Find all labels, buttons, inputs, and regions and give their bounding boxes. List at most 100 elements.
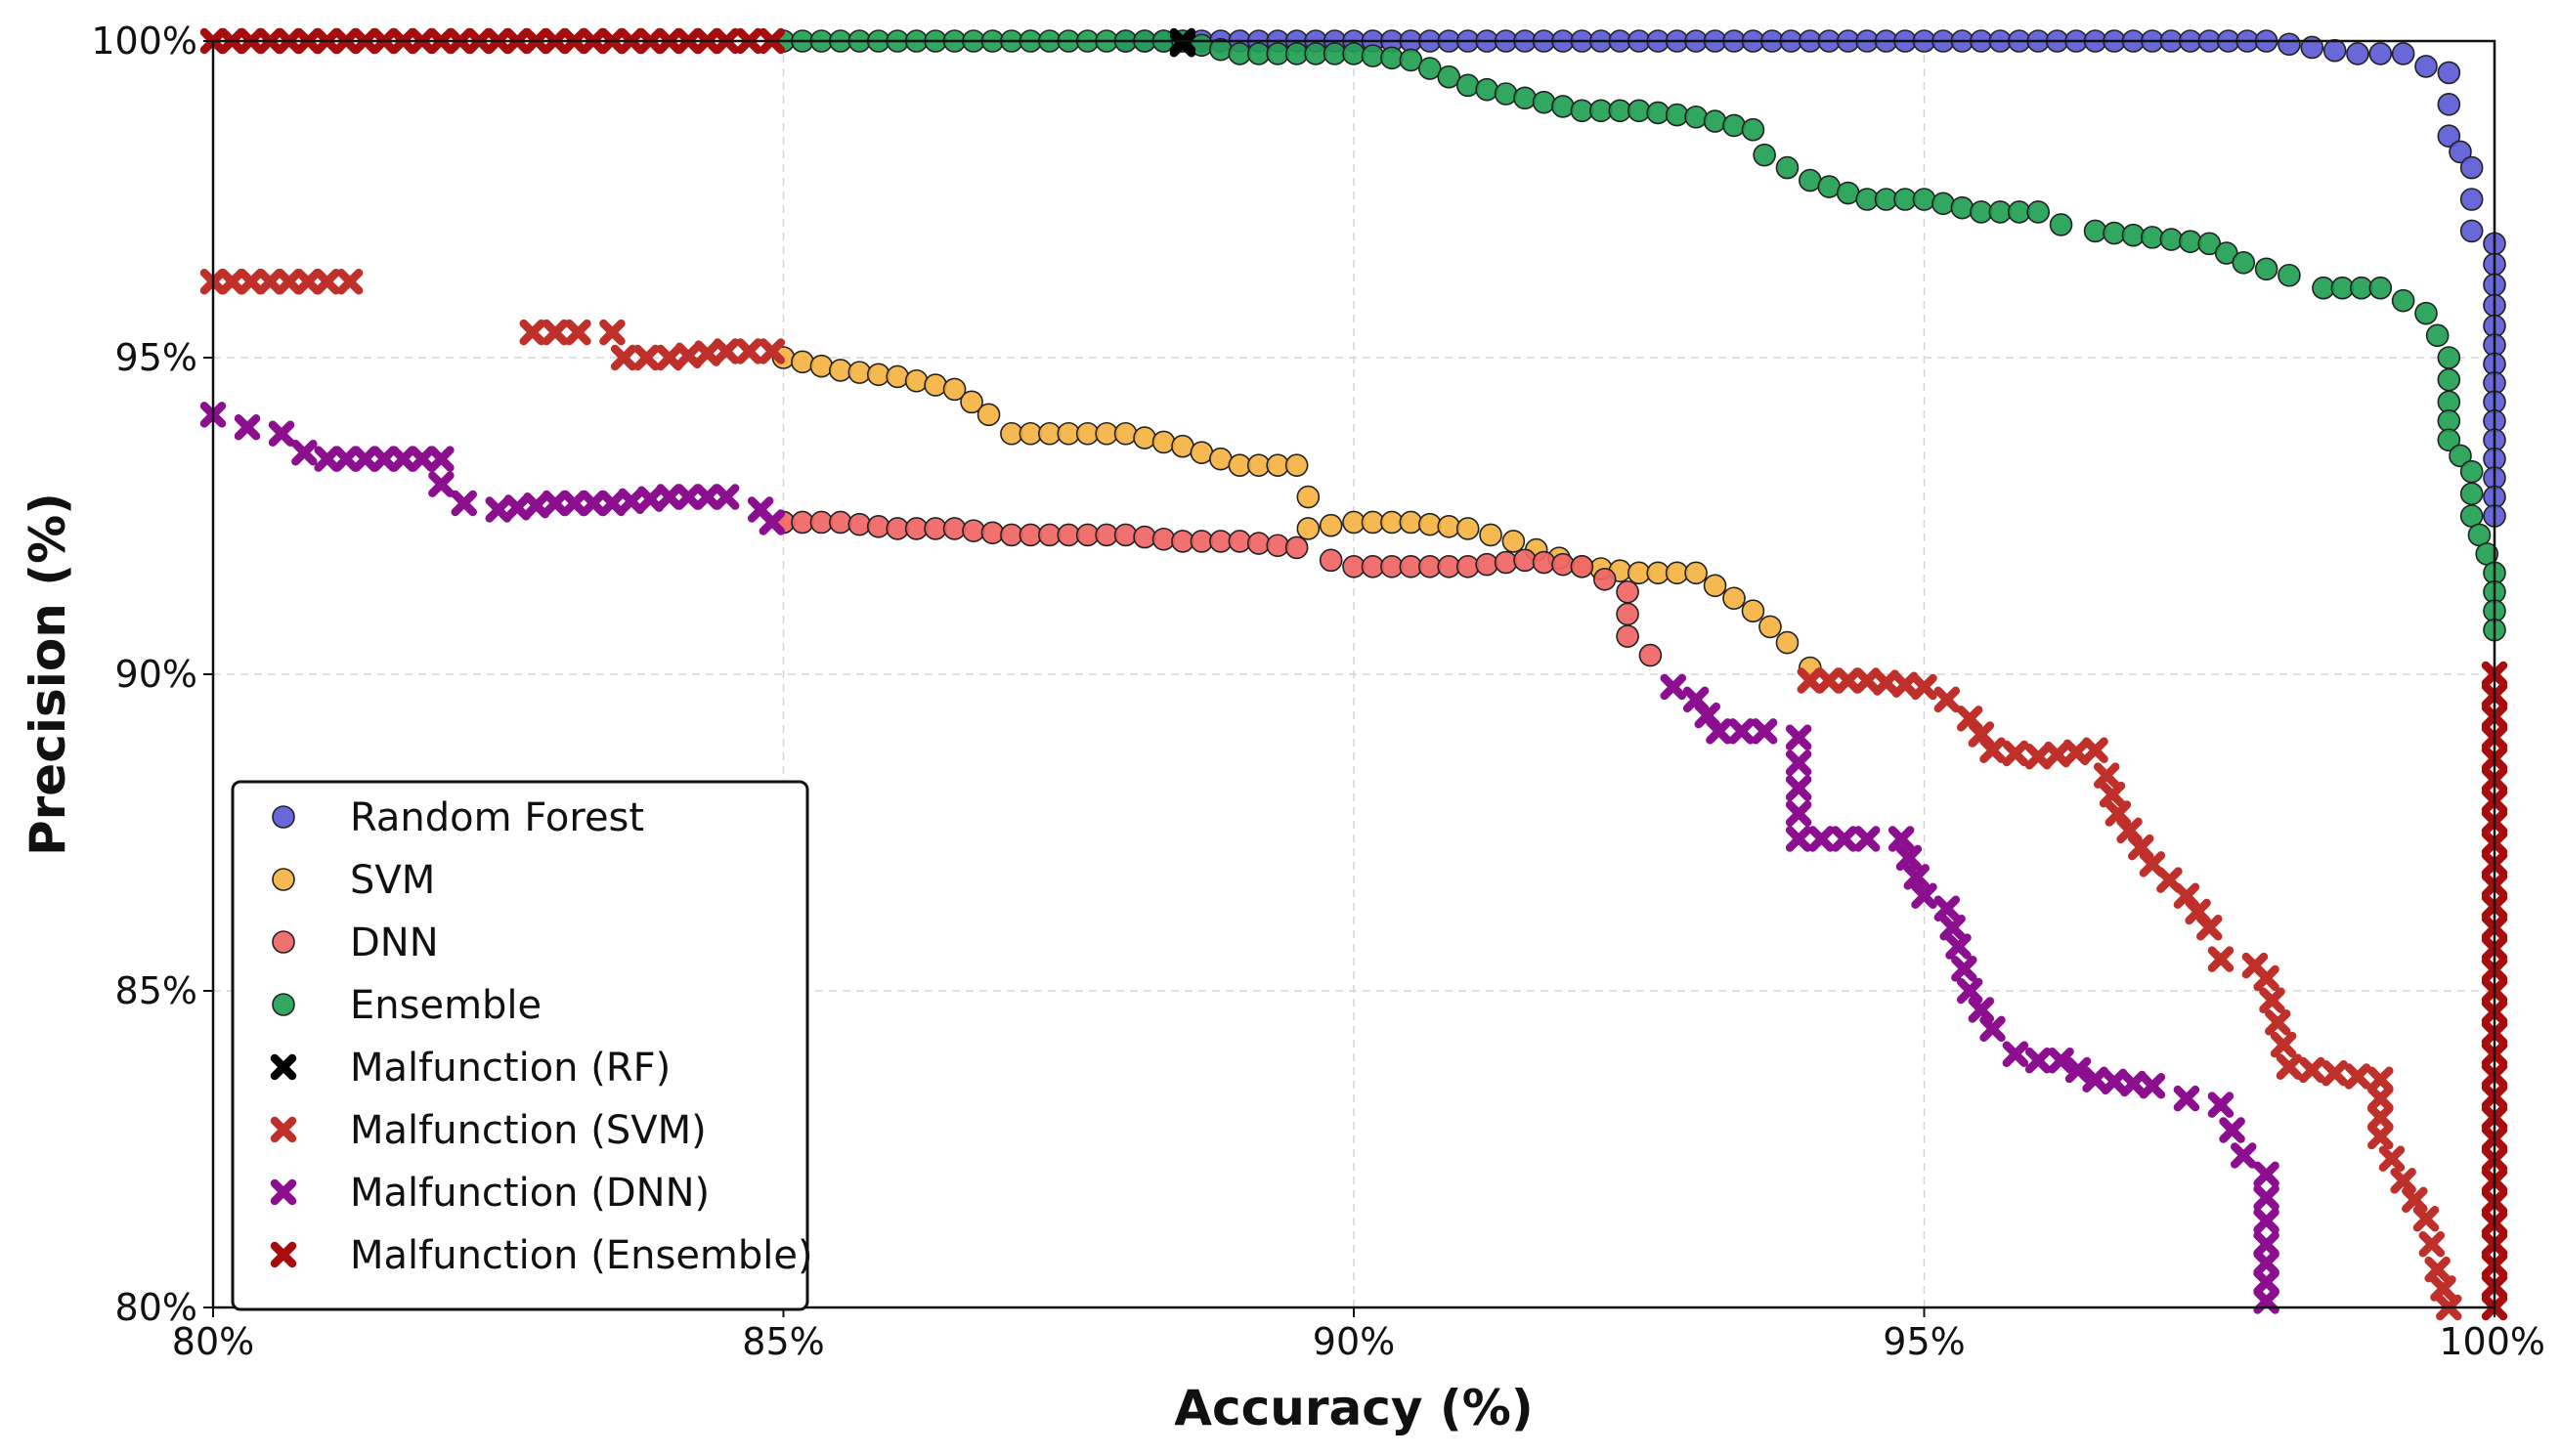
data-point [1532, 90, 1556, 114]
data-point [1722, 113, 1746, 138]
data-point [2253, 1208, 2279, 1234]
x-tick-label: 95% [1883, 1320, 1965, 1363]
data-point [1284, 453, 1309, 477]
data-point [2024, 743, 2052, 770]
data-point [1169, 30, 1196, 58]
data-point [1501, 530, 1526, 553]
data-point [713, 484, 740, 510]
data-point [2425, 323, 2450, 348]
data-point [1246, 532, 1271, 555]
data-point [1228, 530, 1252, 553]
data-point [1616, 602, 1639, 626]
data-point [962, 519, 985, 542]
data-point [2259, 987, 2285, 1013]
data-point [580, 490, 607, 517]
legend-box [231, 780, 809, 1311]
data-point [924, 373, 947, 397]
data-point [1895, 844, 1923, 872]
data-point [1741, 599, 1765, 623]
data-point [2253, 1184, 2279, 1211]
data-point [2430, 1275, 2456, 1302]
y-axis-title: Precision (%) [20, 492, 76, 856]
data-point [1638, 643, 1663, 667]
data-point [960, 390, 983, 414]
data-point [1887, 826, 1915, 852]
data-point [759, 338, 786, 364]
data-point [2253, 1230, 2279, 1258]
data-point [2437, 428, 2461, 452]
data-point [1646, 101, 1670, 125]
data-point [2120, 1070, 2147, 1097]
data-point [2253, 1268, 2279, 1296]
data-point [370, 446, 398, 472]
data-point [1831, 826, 1858, 852]
data-point [1551, 95, 1575, 118]
data-point [2270, 1031, 2297, 1058]
data-point [1296, 517, 1321, 540]
data-point [1979, 1015, 2006, 1043]
data-point [1684, 561, 1708, 585]
legend-marker [272, 868, 295, 891]
data-point [352, 446, 378, 472]
data-point [2231, 1142, 2257, 1169]
data-point [1912, 188, 1936, 211]
data-point [942, 377, 967, 402]
data-point [2368, 276, 2393, 300]
data-point [2459, 188, 2484, 211]
data-point [1684, 105, 1708, 129]
data-point [1968, 997, 1995, 1023]
data-point [1853, 826, 1881, 852]
data-point [2049, 213, 2073, 236]
data-point [1785, 724, 1812, 751]
data-point [428, 471, 455, 497]
data-point [656, 484, 683, 510]
legend-item: DNN [272, 921, 439, 965]
legend-label: SVM [350, 858, 435, 903]
data-point [694, 484, 720, 510]
legend-marker [270, 1116, 297, 1143]
data-point [1785, 749, 1812, 776]
data-point [2368, 42, 2393, 65]
data-point [1319, 548, 1343, 573]
data-point [736, 338, 762, 364]
data-point [675, 342, 702, 369]
legend-item: Malfunction (RF) [270, 1046, 671, 1091]
data-point [904, 368, 929, 393]
data-point [1455, 517, 1480, 540]
series-6 [199, 402, 2279, 1314]
data-point [2459, 219, 2484, 243]
data-point [2026, 200, 2050, 224]
data-point [2024, 1048, 2052, 1074]
data-point [1911, 673, 1937, 701]
legend-marker [272, 930, 295, 954]
data-point [2437, 61, 2461, 85]
data-point [1296, 485, 1321, 509]
data-point [610, 344, 637, 371]
y-tick-label: 90% [115, 653, 197, 696]
data-point [847, 361, 872, 384]
data-point [1418, 512, 1442, 536]
data-point [1931, 192, 1955, 216]
data-point [2219, 1117, 2245, 1143]
data-point [2141, 226, 2164, 249]
data-point [2299, 1056, 2325, 1084]
data-point [2179, 230, 2202, 253]
data-point [1785, 826, 1812, 852]
x-tick-label: 100% [2439, 1320, 2545, 1363]
data-point [291, 439, 318, 466]
data-point [2367, 1123, 2394, 1150]
data-point [1380, 46, 1404, 70]
y-tick-label: 95% [115, 336, 197, 379]
data-point [2321, 1059, 2348, 1087]
data-point [1209, 447, 1233, 471]
data-point [1891, 671, 1919, 699]
data-point [1532, 550, 1556, 575]
legend-marker [272, 993, 295, 1016]
data-point [1266, 534, 1289, 558]
data-point [2099, 781, 2126, 808]
data-point [219, 268, 245, 295]
data-point [2459, 155, 2484, 180]
data-point [791, 350, 814, 374]
data-point [519, 319, 546, 346]
legend-item: SVM [272, 858, 435, 903]
